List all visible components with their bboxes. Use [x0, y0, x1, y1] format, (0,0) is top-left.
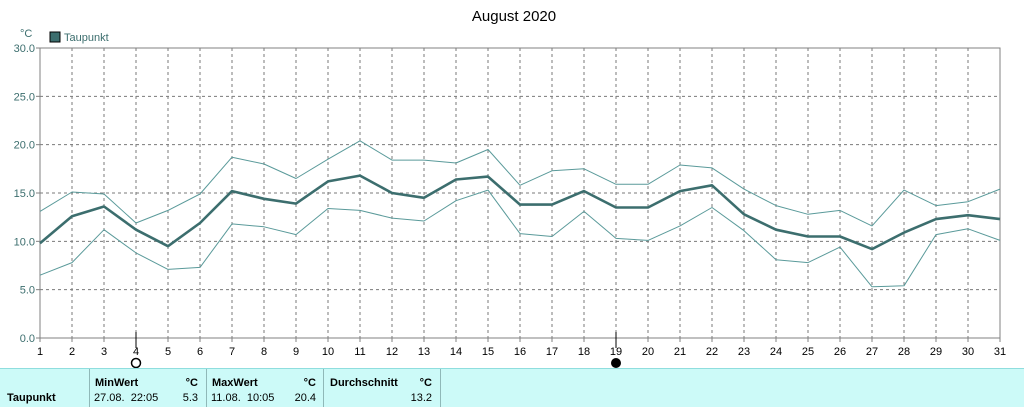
series-line-max [39, 140, 1001, 227]
x-tick-label: 28 [898, 346, 910, 358]
stats-separator [206, 369, 207, 407]
x-tick-label: 9 [293, 346, 299, 358]
stats-max-unit: °C [303, 377, 316, 389]
x-tick-label: 6 [197, 346, 203, 358]
x-tick-label: 19 [610, 346, 622, 358]
x-tick-label: 11 [354, 346, 365, 358]
stats-min-value: 5.3 [182, 392, 198, 404]
x-tick-label: 16 [514, 346, 526, 358]
x-tick-label: 31 [994, 346, 1006, 358]
y-axis-unit: °C [20, 28, 32, 40]
x-tick-label: 8 [261, 346, 267, 358]
y-tick-label: 10.0 [14, 236, 35, 248]
x-tick-label: 30 [962, 346, 974, 358]
x-tick-label: 29 [930, 346, 942, 358]
legend-label: Taupunkt [64, 32, 109, 44]
x-tick-label: 10 [322, 346, 334, 358]
x-tick-label: 22 [706, 346, 718, 358]
y-tick-label: 5.0 [20, 285, 35, 297]
x-tick-label: 21 [674, 346, 686, 358]
stats-separator [323, 369, 324, 407]
chart-title: August 2020 [472, 8, 556, 25]
x-tick-label: 2 [69, 346, 75, 358]
stats-max-value: 20.4 [294, 392, 316, 404]
x-tick-label: 5 [165, 346, 171, 358]
stats-min-datetime: 27.08. 22:05 [94, 392, 159, 404]
stats-series-cell: Taupunkt [0, 369, 90, 407]
x-tick-label: 3 [101, 346, 107, 358]
new-moon-icon [611, 358, 621, 368]
stats-separator [440, 369, 441, 407]
x-tick-label: 26 [834, 346, 846, 358]
x-tick-label: 15 [482, 346, 494, 358]
stats-avg-header: Durchschnitt [330, 377, 398, 389]
stats-avg-cell: Durchschnitt °C 13.2 [324, 369, 440, 407]
stats-avg-unit: °C [419, 377, 432, 389]
stats-table: Taupunkt MinWert °C 27.08. 22:05 5.3 Max… [0, 368, 1024, 407]
full-moon-icon [130, 357, 142, 368]
y-tick-label: 0.0 [20, 333, 35, 345]
x-tick-label: 1 [37, 346, 43, 358]
x-tick-label: 14 [450, 346, 462, 358]
x-tick-label: 27 [866, 346, 878, 358]
stats-min-header: MinWert [95, 377, 139, 389]
x-tick-label: 18 [578, 346, 590, 358]
stats-separator [89, 369, 90, 407]
stats-max-datetime: 11.08. 10:05 [211, 392, 275, 404]
x-tick-label: 25 [802, 346, 814, 358]
x-tick-label: 20 [642, 346, 654, 358]
x-tick-label: 12 [386, 346, 398, 358]
x-tick-label: 17 [546, 346, 558, 358]
stats-min-unit: °C [185, 377, 198, 389]
y-tick-label: 25.0 [14, 91, 35, 103]
x-tick-label: 7 [229, 346, 235, 358]
x-tick-label: 23 [738, 346, 750, 358]
stats-max-header: MaxWert [212, 377, 258, 389]
series-line-mean [39, 174, 1001, 251]
x-tick-label: 13 [418, 346, 430, 358]
stats-avg-value: 13.2 [410, 392, 432, 404]
y-tick-label: 15.0 [14, 188, 35, 200]
series-line-min [39, 189, 1001, 288]
x-tick-label: 24 [770, 346, 782, 358]
x-tick-label: 4 [133, 346, 139, 358]
stats-max-cell: MaxWert °C 11.08. 10:05 20.4 [207, 369, 323, 407]
y-tick-label: 20.0 [14, 140, 35, 152]
dew-point-chart: August 2020 °C Taupunkt 0.0 5.0 10.0 15.0 20… [14, 8, 1006, 368]
stats-series-label: Taupunkt [7, 392, 56, 404]
y-tick-label: 30.0 [14, 43, 35, 55]
legend-swatch [49, 31, 61, 43]
stats-min-cell: MinWert °C 27.08. 22:05 5.3 [90, 369, 206, 407]
